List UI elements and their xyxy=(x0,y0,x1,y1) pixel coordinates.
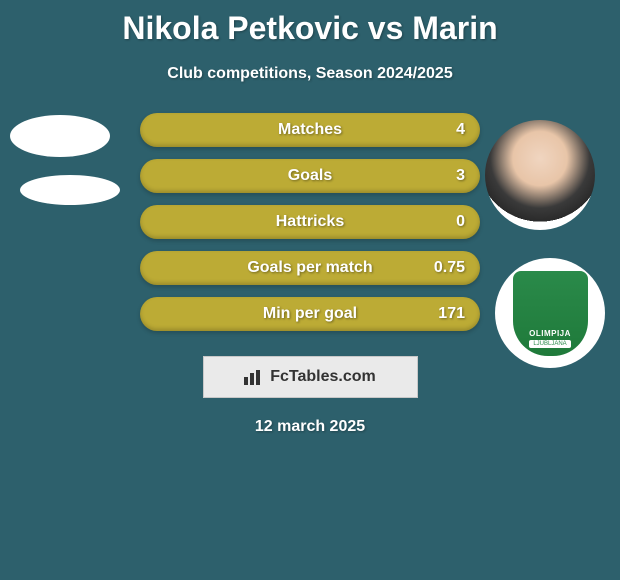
stat-bar-goals: Goals 3 xyxy=(140,159,480,193)
subtitle: Club competitions, Season 2024/2025 xyxy=(0,65,620,83)
stat-bar-min-per-goal: Min per goal 171 xyxy=(140,297,480,331)
stat-value: 3 xyxy=(456,167,465,185)
page-title: Nikola Petkovic vs Marin xyxy=(0,0,620,47)
stat-bar-goals-per-match: Goals per match 0.75 xyxy=(140,251,480,285)
stat-value: 0 xyxy=(456,213,465,231)
footer-brand-box: FcTables.com xyxy=(203,356,418,398)
stat-value: 0.75 xyxy=(434,259,465,277)
stat-label: Hattricks xyxy=(276,213,344,231)
stat-label: Matches xyxy=(278,121,342,139)
stat-bars-container: Matches 4 Goals 3 Hattricks 0 Goals per … xyxy=(140,113,480,331)
stat-bar-hattricks: Hattricks 0 xyxy=(140,205,480,239)
chart-icon xyxy=(244,369,264,385)
date: 12 march 2025 xyxy=(0,418,620,436)
stats-area: Matches 4 Goals 3 Hattricks 0 Goals per … xyxy=(0,113,620,436)
stat-label: Goals per match xyxy=(247,259,372,277)
footer-brand-text: FcTables.com xyxy=(270,368,376,386)
stat-label: Goals xyxy=(288,167,332,185)
stat-value: 171 xyxy=(438,305,465,323)
stat-label: Min per goal xyxy=(263,305,357,323)
stat-value: 4 xyxy=(456,121,465,139)
stat-bar-matches: Matches 4 xyxy=(140,113,480,147)
